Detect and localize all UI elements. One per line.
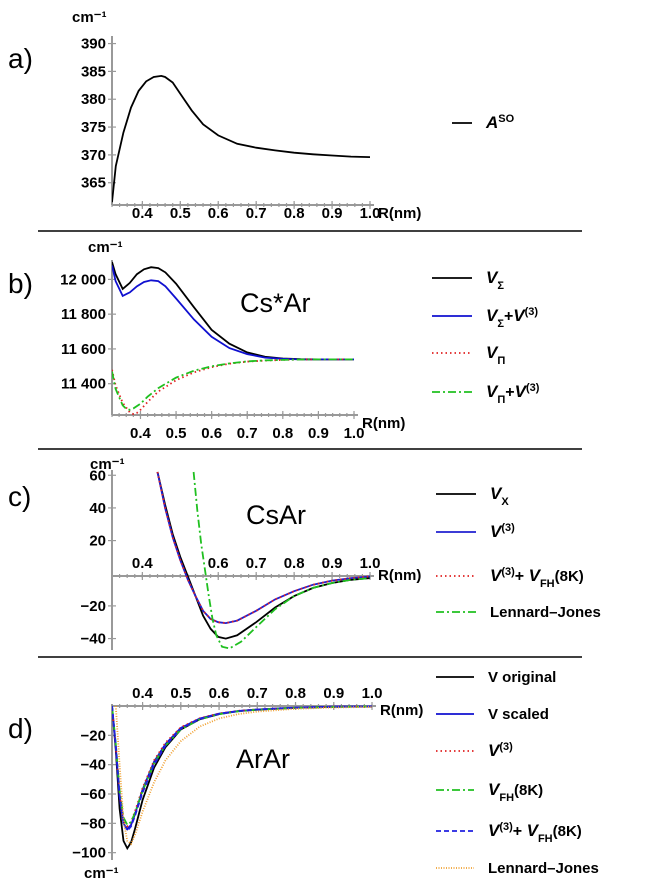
x-tick-label: 0.4 (132, 205, 154, 222)
x-tick-label: 0.5 (170, 205, 191, 222)
x-axis-label: R(nm) (380, 702, 423, 719)
legend-entry: V(3)+ VFH(8K) (488, 821, 582, 845)
legend-entry: Lennard–Jones (488, 860, 599, 877)
y-tick-label: −20 (81, 598, 106, 615)
legend-entry: VFH(8K) (488, 780, 543, 804)
y-tick-label: 375 (81, 119, 106, 136)
x-tick-label: 0.5 (166, 425, 187, 442)
y-tick-label: 11 400 (61, 376, 106, 393)
legend-entry: VΠ (486, 343, 505, 367)
panel-d: d) cm⁻¹ R(nm) 0.4 0.5 0.6 0.7 0.8 0.9 1.0 −20 −40 −6… (8, 669, 599, 880)
y-tick-label: 365 (81, 175, 106, 192)
series-line (112, 358, 354, 411)
x-tick-label: 1.0 (344, 425, 365, 442)
x-tick-label: 0.7 (237, 425, 258, 442)
legend-entry: V scaled (488, 706, 549, 723)
x-tick-label: 0.6 (208, 205, 229, 222)
legend-entry: VΣ+V(3) (486, 306, 538, 330)
y-tick-label: −20 (81, 727, 106, 744)
panel-a: a) cm⁻¹ R(nm) 0.4 0.5 0.6 0.7 0.8 0.9 1.0 365 370 37… (8, 9, 515, 222)
y-tick-label: −40 (81, 631, 106, 648)
y-tick-label: 370 (81, 147, 106, 164)
y-unit-label: cm⁻¹ (90, 456, 125, 473)
y-unit-label: cm⁻¹ (84, 865, 119, 880)
panel-c: c) cm⁻¹ R(nm) 0.4 0.6 0.7 0.8 0.9 1.0 60 40 20 −20 −4… (8, 456, 601, 650)
y-tick-label: −80 (81, 815, 106, 832)
x-tick-label: 0.8 (284, 205, 305, 222)
x-tick-label: 0.7 (246, 555, 267, 572)
y-tick-label: 11 800 (61, 306, 106, 323)
y-tick-label: 20 (89, 533, 106, 550)
x-tick-label: 0.6 (201, 425, 222, 442)
x-tick-label: 0.6 (208, 555, 229, 572)
y-tick-label: 380 (81, 91, 106, 108)
y-tick-label: 390 (81, 36, 106, 53)
panel-label: c) (8, 481, 31, 512)
x-tick-label: 0.8 (284, 555, 305, 572)
x-tick-label: 0.9 (322, 555, 343, 572)
x-tick-label: 0.4 (130, 425, 152, 442)
legend-entry: ASO (485, 113, 515, 132)
x-tick-label: 0.8 (285, 685, 306, 702)
molecule-label: CsAr (246, 500, 306, 530)
y-unit-label: cm⁻¹ (72, 9, 107, 26)
series-line (112, 705, 373, 851)
y-tick-label: 385 (81, 63, 106, 80)
series-line (112, 74, 371, 203)
panel-label: b) (8, 268, 33, 299)
legend-entry: V original (488, 669, 556, 686)
y-unit-label: cm⁻¹ (88, 239, 123, 256)
panel-label: d) (8, 713, 33, 744)
x-tick-label: 0.4 (132, 555, 154, 572)
x-tick-label: 0.9 (323, 685, 344, 702)
legend-entry: V(3)+ VFH(8K) (490, 566, 584, 590)
series-line (156, 471, 371, 625)
x-tick-label: 0.6 (209, 685, 230, 702)
x-tick-label: 0.5 (170, 685, 191, 702)
panel-b: b) cm⁻¹ R(nm) 0.4 0.5 0.6 0.7 0.8 0.9 1.0 11 400 11… (8, 239, 540, 442)
x-tick-label: 1.0 (360, 205, 381, 222)
y-tick-label: −60 (81, 786, 106, 803)
legend-entry: VX (490, 484, 509, 508)
legend-entry: V(3) (490, 522, 515, 541)
x-axis-label: R(nm) (378, 567, 421, 584)
molecule-label: Cs*Ar (240, 288, 311, 318)
molecule-label: ArAr (236, 744, 290, 774)
x-axis-label: R(nm) (378, 205, 421, 222)
y-tick-label: 40 (89, 500, 106, 517)
x-tick-label: 0.7 (247, 685, 268, 702)
series-line (112, 261, 354, 361)
panel-label: a) (8, 43, 33, 74)
x-tick-label: 0.7 (246, 205, 267, 222)
x-tick-label: 0.9 (322, 205, 343, 222)
y-tick-label: 12 000 (60, 271, 106, 288)
y-tick-label: 11 600 (61, 341, 106, 358)
legend-entry: VΣ (486, 268, 504, 292)
legend-entry: Lennard–Jones (490, 604, 601, 621)
y-tick-label: 60 (89, 467, 106, 484)
x-tick-label: 0.9 (308, 425, 329, 442)
series-line (112, 265, 354, 361)
series-line (156, 471, 371, 625)
legend-entry: V(3) (488, 741, 513, 760)
y-tick-label: −40 (81, 757, 106, 774)
x-axis-label: R(nm) (362, 415, 405, 432)
series-line (112, 358, 354, 416)
x-tick-label: 0.4 (132, 685, 154, 702)
x-tick-label: 1.0 (362, 685, 383, 702)
x-tick-label: 1.0 (360, 555, 381, 572)
x-tick-label: 0.8 (272, 425, 293, 442)
y-tick-label: −100 (72, 845, 106, 862)
series-line (114, 705, 373, 846)
legend-entry: VΠ+V(3) (486, 382, 540, 406)
